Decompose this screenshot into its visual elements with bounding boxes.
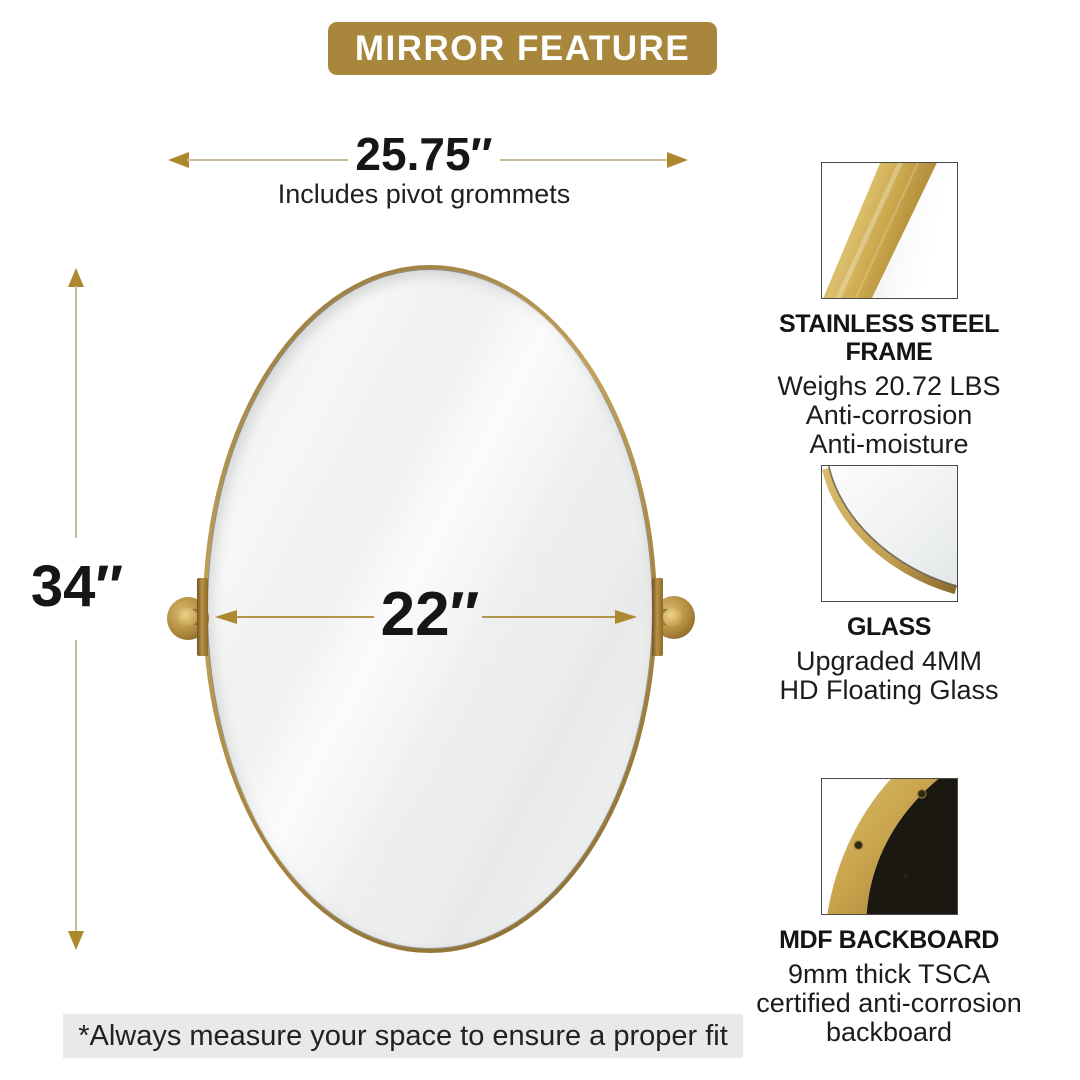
left-pivot-knob [178, 608, 197, 627]
feature-frame-image [820, 162, 958, 299]
left-pivot-bracket [197, 578, 208, 656]
feature-line: Anti-moisture [809, 429, 969, 459]
overall-width-note: Includes pivot grommets [277, 179, 571, 209]
glass-width-dim-line-right [482, 616, 616, 618]
glass-width-value: 22″ [380, 580, 480, 649]
right-pivot-bracket [652, 578, 663, 656]
overall-width-value: 25.75″ [355, 128, 493, 180]
feature-title: MDF BACKBOARD [779, 926, 999, 954]
feature-backboard-image [820, 778, 958, 915]
feature-description: Weighs 20.72 LBS Anti-corrosion Anti-moi… [739, 372, 1039, 459]
glass-width-dim-line-left [236, 616, 374, 618]
banner-title: MIRROR FEATURE [354, 28, 691, 68]
width-arrow-right-icon [667, 152, 688, 168]
feature-stainless-steel-frame: STAINLESS STEEL FRAME Weighs 20.72 LBS A… [739, 162, 1039, 459]
glass-corner-icon [821, 466, 957, 601]
backboard-corner-icon [821, 779, 957, 914]
glass-width-arrow-right-icon [615, 610, 637, 624]
footnote-text: *Always measure your space to ensure a p… [78, 1019, 728, 1052]
feature-line: Upgraded 4MM [795, 646, 983, 676]
feature-glass-image [820, 465, 958, 602]
right-pivot-knob [663, 608, 682, 627]
mirror-glass [207, 269, 653, 949]
width-dim-line-left [187, 159, 348, 161]
height-dim-line-bottom [75, 640, 77, 932]
glass-width-arrow-left-icon [215, 610, 237, 624]
banner: MIRROR FEATURE [328, 22, 717, 75]
height-arrow-down-icon [68, 931, 84, 950]
feature-title: GLASS [846, 613, 932, 641]
feature-description: Upgraded 4MM HD Floating Glass [739, 647, 1039, 705]
width-arrow-left-icon [168, 152, 189, 168]
overall-height-value: 34″ [30, 554, 124, 619]
feature-glass: GLASS Upgraded 4MM HD Floating Glass [739, 465, 1039, 705]
feature-description: 9mm thick TSCA certified anti-corrosion … [739, 960, 1039, 1047]
footnote-bar: *Always measure your space to ensure a p… [63, 1014, 743, 1058]
feature-line: backboard [825, 1017, 953, 1047]
feature-line: HD Floating Glass [779, 675, 999, 705]
width-dim-line-right [500, 159, 669, 161]
feature-title: STAINLESS STEEL FRAME [779, 310, 999, 366]
feature-line: Weighs 20.72 LBS [777, 371, 1001, 401]
feature-line: Anti-corrosion [805, 400, 973, 430]
feature-mdf-backboard: MDF BACKBOARD 9mm thick TSCA certified a… [739, 778, 1039, 1047]
height-arrow-up-icon [68, 268, 84, 287]
height-dim-line-top [75, 286, 77, 538]
brushed-gold-bar-icon [821, 163, 957, 298]
feature-line: 9mm thick TSCA [787, 959, 991, 989]
feature-line: certified anti-corrosion [756, 988, 1022, 1018]
mirror-frame [203, 265, 657, 953]
